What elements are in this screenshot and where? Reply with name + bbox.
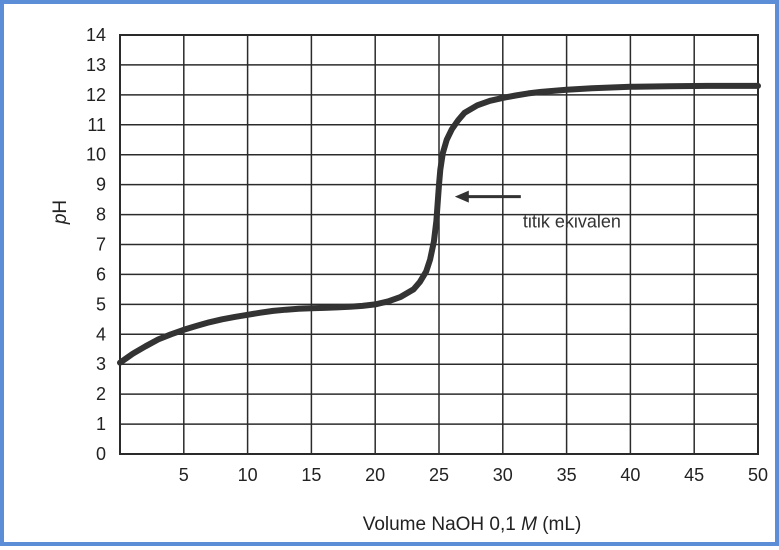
- x-tick-label: 45: [684, 465, 704, 485]
- grid: [119, 34, 759, 455]
- x-tick-label: 35: [557, 465, 577, 485]
- x-tick-label: 20: [365, 465, 385, 485]
- x-tick-label: 10: [238, 465, 258, 485]
- y-tick-label: 4: [96, 324, 106, 344]
- annotation-arrow-head: [454, 190, 469, 203]
- y-tick-label: 11: [87, 115, 106, 135]
- y-tick-label: 9: [96, 175, 106, 195]
- y-tick-label: 6: [96, 264, 106, 284]
- y-axis-label: pH: [50, 200, 71, 225]
- y-tick-label: 10: [86, 145, 106, 165]
- y-tick-label: 8: [96, 205, 106, 225]
- x-tick-label: 15: [301, 465, 321, 485]
- x-axis-label: Volume NaOH 0,1 M (mL): [363, 514, 582, 535]
- annotation-label: titik ekivalen: [523, 212, 621, 232]
- y-tick-label: 7: [96, 235, 106, 255]
- y-tick-label: 1: [96, 414, 106, 434]
- x-tick-label: 50: [748, 465, 768, 485]
- titration-curve-line: [117, 82, 761, 366]
- annotations: titik ekivalen: [454, 190, 621, 232]
- y-tick-label: 13: [86, 55, 106, 75]
- y-tick-label: 5: [96, 294, 106, 314]
- y-tick-label: 0: [96, 444, 106, 464]
- x-tick-label: 5: [179, 465, 189, 485]
- y-tick-label: 2: [96, 384, 106, 404]
- x-tick-label: 40: [620, 465, 640, 485]
- x-tick-label: 25: [429, 465, 449, 485]
- y-tick-label: 14: [86, 25, 106, 45]
- x-tick-label: 30: [493, 465, 513, 485]
- y-tick-label: 12: [86, 85, 106, 105]
- y-tick-label: 3: [96, 354, 106, 374]
